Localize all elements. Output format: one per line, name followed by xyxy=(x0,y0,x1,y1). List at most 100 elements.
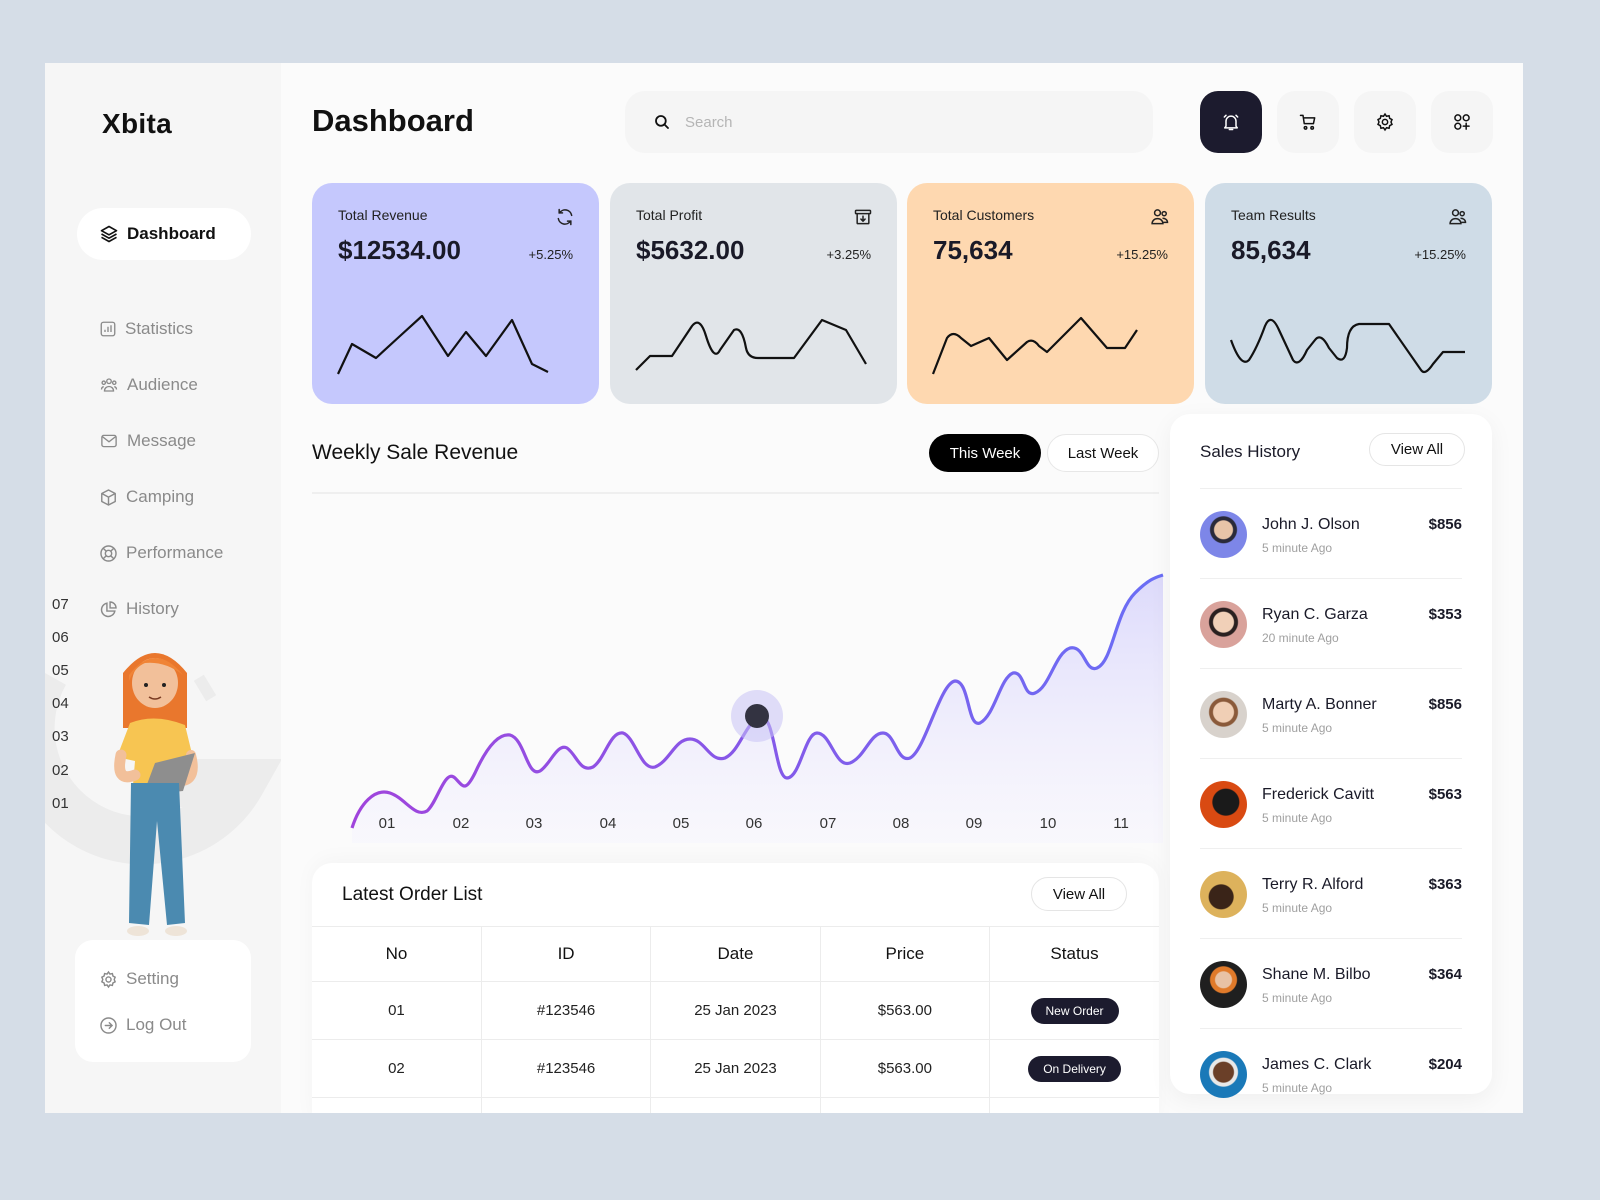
table-row-partial xyxy=(312,1097,1159,1113)
avatar xyxy=(1200,871,1247,918)
section-title: Latest Order List xyxy=(342,884,483,905)
column-header-status[interactable]: Status xyxy=(989,926,1159,982)
avatar xyxy=(1200,691,1247,738)
stat-value: 85,634 xyxy=(1231,235,1311,265)
search-bar[interactable] xyxy=(625,91,1153,153)
avatar xyxy=(1200,601,1247,648)
sale-amount: $363 xyxy=(1428,876,1462,893)
table-row[interactable]: 01 #123546 25 Jan 2023 $563.00 New Order xyxy=(312,981,1159,1040)
sidebar-item-camping[interactable]: Camping xyxy=(99,469,223,525)
list-item[interactable]: Frederick Cavitt 5 minute Ago $563 xyxy=(1200,758,1462,848)
stat-card-team-results[interactable]: Team Results 85,634 +15.25% xyxy=(1205,183,1492,404)
settings-button[interactable] xyxy=(1354,91,1416,153)
sparkline-chart xyxy=(337,314,549,375)
search-input[interactable] xyxy=(685,113,1085,131)
sidebar-item-label: Setting xyxy=(126,969,179,988)
bar-chart-icon xyxy=(100,321,116,337)
cell-no: 01 xyxy=(312,981,482,1040)
lifebuoy-icon xyxy=(100,544,117,562)
users-icon xyxy=(1449,209,1467,225)
column-header-date[interactable]: Date xyxy=(650,926,821,982)
sidebar-item-label: Statistics xyxy=(125,319,194,338)
sidebar-item-label: Performance xyxy=(126,543,224,562)
column-header-no[interactable]: No xyxy=(312,926,482,982)
sidebar-item-dashboard[interactable]: Dashboard xyxy=(77,208,251,260)
sale-time: 20 minute Ago xyxy=(1262,631,1339,645)
last-week-toggle[interactable]: Last Week xyxy=(1047,434,1159,472)
stat-card-total-revenue[interactable]: Total Revenue $12534.00 +5.25% xyxy=(312,183,599,404)
sales-view-all-button[interactable]: View All xyxy=(1369,433,1465,466)
cart-button[interactable] xyxy=(1277,91,1339,153)
orders-view-all-button[interactable]: View All xyxy=(1031,877,1127,911)
stat-card-total-profit[interactable]: Total Profit $5632.00 +3.25% xyxy=(610,183,897,404)
x-tick: 05 xyxy=(672,815,690,832)
users-icon xyxy=(1151,209,1169,225)
list-item[interactable]: Ryan C. Garza 20 minute Ago $353 xyxy=(1200,578,1462,668)
sidebar-item-statistics[interactable]: Statistics xyxy=(99,301,223,357)
x-tick: 01 xyxy=(378,815,396,832)
stat-title: Total Customers xyxy=(933,207,1035,223)
weekly-revenue-chart xyxy=(350,573,1164,843)
list-item[interactable]: Terry R. Alford 5 minute Ago $363 xyxy=(1200,848,1462,938)
table-row[interactable]: 02 #123546 25 Jan 2023 $563.00 On Delive… xyxy=(312,1039,1159,1098)
sale-time: 5 minute Ago xyxy=(1262,901,1333,915)
gear-icon xyxy=(1377,112,1393,132)
list-item[interactable]: James C. Clark 5 minute Ago $204 xyxy=(1200,1028,1462,1113)
avatar xyxy=(1200,781,1247,828)
stat-value: $5632.00 xyxy=(636,235,745,265)
stat-change: +15.25% xyxy=(1414,247,1466,262)
sales-list: John J. Olson 5 minute Ago $856 Ryan C. … xyxy=(1200,488,1462,1113)
sidebar-item-performance[interactable]: Performance xyxy=(99,525,223,581)
sale-amount: $364 xyxy=(1428,966,1462,983)
customer-name: Shane M. Bilbo xyxy=(1262,966,1371,983)
chart-title: Weekly Sale Revenue xyxy=(312,441,519,464)
list-item[interactable]: Shane M. Bilbo 5 minute Ago $364 xyxy=(1200,938,1462,1028)
customer-name: Marty A. Bonner xyxy=(1262,696,1377,713)
sidebar-item-message[interactable]: Message xyxy=(99,413,223,469)
sidebar-item-audience[interactable]: Audience xyxy=(99,357,223,413)
column-header-id[interactable]: ID xyxy=(480,926,652,982)
list-item[interactable]: Marty A. Bonner 5 minute Ago $856 xyxy=(1200,668,1462,758)
bell-icon xyxy=(1223,114,1239,131)
sidebar-item-logout[interactable]: Log Out xyxy=(99,1002,251,1048)
users-group-icon xyxy=(100,378,118,392)
status-badge: New Order xyxy=(1030,997,1119,1024)
sale-time: 5 minute Ago xyxy=(1262,541,1333,555)
divider xyxy=(312,492,1159,494)
stat-card-total-customers[interactable]: Total Customers 75,634 +15.25% xyxy=(907,183,1194,404)
logout-icon xyxy=(100,1016,117,1034)
stat-title: Total Profit xyxy=(636,207,703,223)
column-header-price[interactable]: Price xyxy=(819,926,991,982)
cell-price: $563.00 xyxy=(819,1039,991,1098)
sale-amount: $856 xyxy=(1428,696,1462,713)
cell-no: 02 xyxy=(312,1039,482,1098)
stat-title: Total Revenue xyxy=(338,207,428,223)
sidebar-nav: Statistics Audience Message Camping Perf… xyxy=(99,301,223,637)
refresh-icon xyxy=(557,208,573,226)
sidebar-item-label: Audience xyxy=(127,375,198,394)
orders-table: No ID Date Price Status 01 #123546 25 Ja… xyxy=(312,926,1159,1113)
cell-id: #123546 xyxy=(480,1039,652,1098)
cell-date: 25 Jan 2023 xyxy=(650,981,821,1040)
avatar xyxy=(1200,1051,1247,1098)
pie-chart-icon xyxy=(100,600,117,617)
y-tick: 03 xyxy=(52,728,69,745)
sidebar: Xbita Dashboard Statistics Audience Mess… xyxy=(45,63,281,1113)
highlight-point xyxy=(745,704,769,728)
customer-name: Terry R. Alford xyxy=(1262,876,1364,893)
cell-date: 25 Jan 2023 xyxy=(650,1039,821,1098)
cell-id: #123546 xyxy=(480,981,652,1040)
apps-button[interactable] xyxy=(1431,91,1493,153)
x-tick: 11 xyxy=(1113,815,1129,832)
cell-status: On Delivery xyxy=(989,1039,1159,1098)
this-week-toggle[interactable]: This Week xyxy=(929,434,1041,472)
sidebar-item-history[interactable]: History xyxy=(99,581,223,637)
app-logo: Xbita xyxy=(102,108,172,139)
y-tick: 06 xyxy=(52,629,69,646)
notifications-button[interactable] xyxy=(1200,91,1262,153)
cell-status: New Order xyxy=(989,981,1159,1040)
sidebar-item-setting[interactable]: Setting xyxy=(99,956,251,1002)
x-tick: 03 xyxy=(525,815,543,832)
y-tick: 05 xyxy=(52,662,69,679)
list-item[interactable]: John J. Olson 5 minute Ago $856 xyxy=(1200,488,1462,578)
